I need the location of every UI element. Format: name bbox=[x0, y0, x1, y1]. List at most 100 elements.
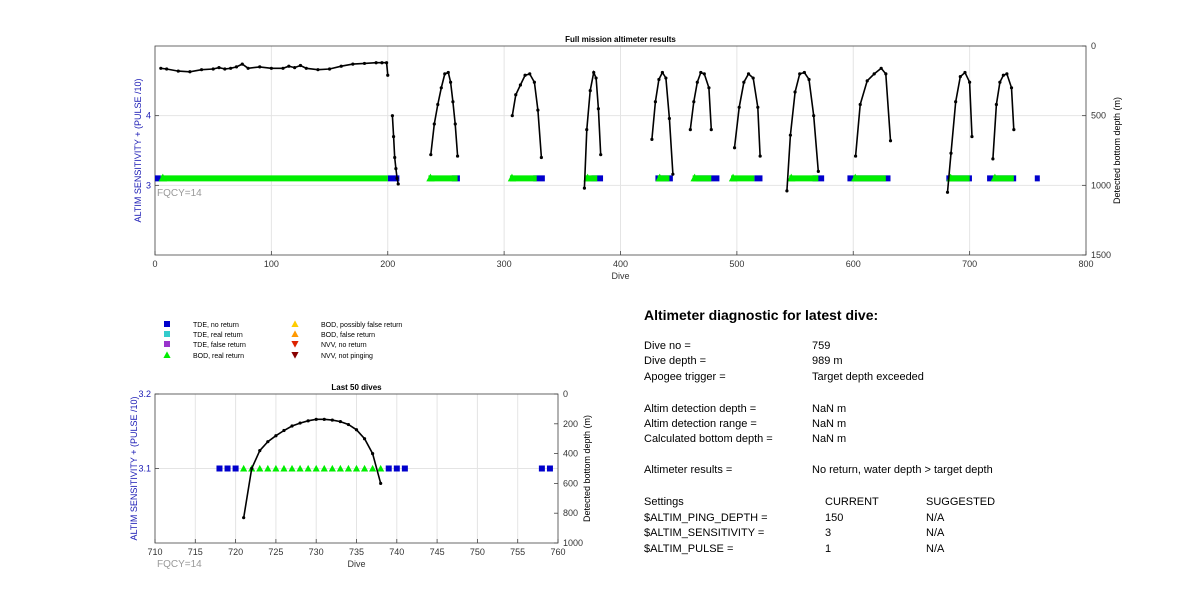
depth-point bbox=[362, 61, 367, 66]
depth-line bbox=[651, 70, 674, 175]
marker-tde bbox=[401, 465, 408, 472]
diag-label: Apogee trigger = bbox=[644, 371, 726, 383]
chart-title: Last 50 dives bbox=[331, 383, 382, 392]
depth-point bbox=[879, 66, 883, 70]
marker-band-bod bbox=[428, 175, 458, 182]
setting-label: $ALTIM_PING_DEPTH = bbox=[644, 512, 768, 524]
x-tick-label: 735 bbox=[349, 547, 364, 557]
depth-point bbox=[599, 153, 603, 157]
depth-point bbox=[514, 93, 518, 97]
marker-tde bbox=[232, 465, 239, 472]
depth-point bbox=[788, 133, 793, 137]
depth-point bbox=[510, 114, 514, 118]
settings-header-current: CURRENT bbox=[825, 496, 879, 508]
depth-point bbox=[884, 72, 888, 76]
legend-marker bbox=[291, 352, 299, 359]
y-right-tick-label: 200 bbox=[563, 419, 578, 429]
depth-point bbox=[234, 65, 239, 69]
depth-point bbox=[242, 516, 246, 520]
depth-point bbox=[970, 134, 974, 139]
depth-point bbox=[443, 72, 447, 76]
marker-bod bbox=[426, 173, 435, 182]
legend-marker bbox=[291, 330, 299, 337]
depth-point bbox=[386, 73, 390, 77]
depth-point bbox=[853, 154, 858, 158]
marker-bod bbox=[369, 464, 377, 472]
marker-band-tde bbox=[1034, 175, 1040, 182]
depth-point bbox=[758, 154, 762, 158]
depth-line bbox=[511, 72, 543, 158]
depth-point bbox=[338, 419, 342, 424]
diag-value: 759 bbox=[812, 340, 831, 352]
depth-point bbox=[290, 424, 294, 428]
marker-bod bbox=[787, 173, 796, 182]
depth-point bbox=[384, 61, 389, 65]
marker-bod bbox=[360, 464, 369, 472]
y-left-tick-label: 3.2 bbox=[138, 389, 151, 399]
y-left-axis-label: ALTIM SENSITIVITY + (PULSE /10) bbox=[129, 397, 139, 541]
depth-point bbox=[998, 80, 1002, 84]
depth-line bbox=[786, 71, 820, 191]
depth-point bbox=[954, 100, 958, 104]
legend-marker bbox=[291, 320, 299, 327]
diag-label: Dive depth = bbox=[644, 355, 707, 367]
depth-line bbox=[242, 418, 382, 518]
marker-band-bod bbox=[160, 175, 388, 182]
fqcy-annotation: FQCY=14 bbox=[157, 559, 202, 570]
depth-point bbox=[592, 70, 596, 75]
marker-bod bbox=[851, 173, 860, 182]
depth-point bbox=[865, 79, 869, 83]
depth-point bbox=[732, 146, 737, 150]
depth-point bbox=[339, 64, 343, 68]
x-tick-label: 760 bbox=[550, 547, 565, 557]
marker-bod bbox=[344, 464, 353, 472]
depth-point bbox=[274, 434, 278, 438]
depth-point bbox=[756, 105, 760, 109]
legend-marker bbox=[164, 331, 170, 337]
y-left-tick-label: 4 bbox=[146, 111, 151, 121]
depth-line bbox=[854, 67, 892, 157]
depth-point bbox=[1012, 128, 1016, 132]
y-right-tick-label: 0 bbox=[1091, 41, 1096, 51]
y-right-axis-label: Detected bottom depth (m) bbox=[582, 415, 592, 522]
depth-point bbox=[448, 80, 453, 84]
legend-label: TDE, false return bbox=[193, 342, 246, 349]
marker-band-bod bbox=[509, 175, 537, 182]
depth-point bbox=[298, 63, 303, 68]
depth-point bbox=[223, 67, 227, 71]
marker-bod bbox=[158, 173, 168, 182]
depth-point bbox=[436, 102, 440, 107]
depth-point bbox=[379, 481, 383, 485]
marker-band-bod bbox=[853, 175, 886, 182]
x-tick-label: 715 bbox=[188, 547, 203, 557]
depth-point bbox=[165, 67, 169, 71]
depth-point bbox=[751, 76, 755, 80]
depth-point bbox=[439, 86, 443, 90]
depth-point bbox=[395, 176, 399, 180]
depth-point bbox=[258, 449, 262, 453]
marker-tde bbox=[393, 465, 400, 472]
depth-point bbox=[888, 139, 893, 143]
depth-point bbox=[176, 69, 180, 73]
diag-value: NaN m bbox=[812, 418, 847, 430]
marker-band-tde bbox=[754, 175, 763, 182]
depth-point bbox=[396, 182, 400, 186]
marker-bod bbox=[507, 173, 517, 182]
marker-band-tde bbox=[533, 175, 545, 182]
depth-point bbox=[582, 186, 587, 190]
setting-current: 1 bbox=[825, 543, 832, 555]
legend-label: NVV, no return bbox=[321, 342, 367, 349]
marker-bod bbox=[690, 173, 699, 182]
depth-point bbox=[858, 102, 862, 107]
depth-point bbox=[968, 80, 972, 84]
depth-point bbox=[695, 80, 699, 84]
depth-point bbox=[346, 422, 351, 427]
depth-line bbox=[160, 61, 389, 76]
depth-point bbox=[298, 421, 302, 425]
depth-point bbox=[1009, 86, 1014, 90]
legend-marker bbox=[164, 321, 170, 327]
diagnostic-title: Altimeter diagnostic for latest dive: bbox=[644, 307, 879, 323]
depth-point bbox=[532, 80, 536, 84]
depth-point bbox=[688, 128, 692, 132]
